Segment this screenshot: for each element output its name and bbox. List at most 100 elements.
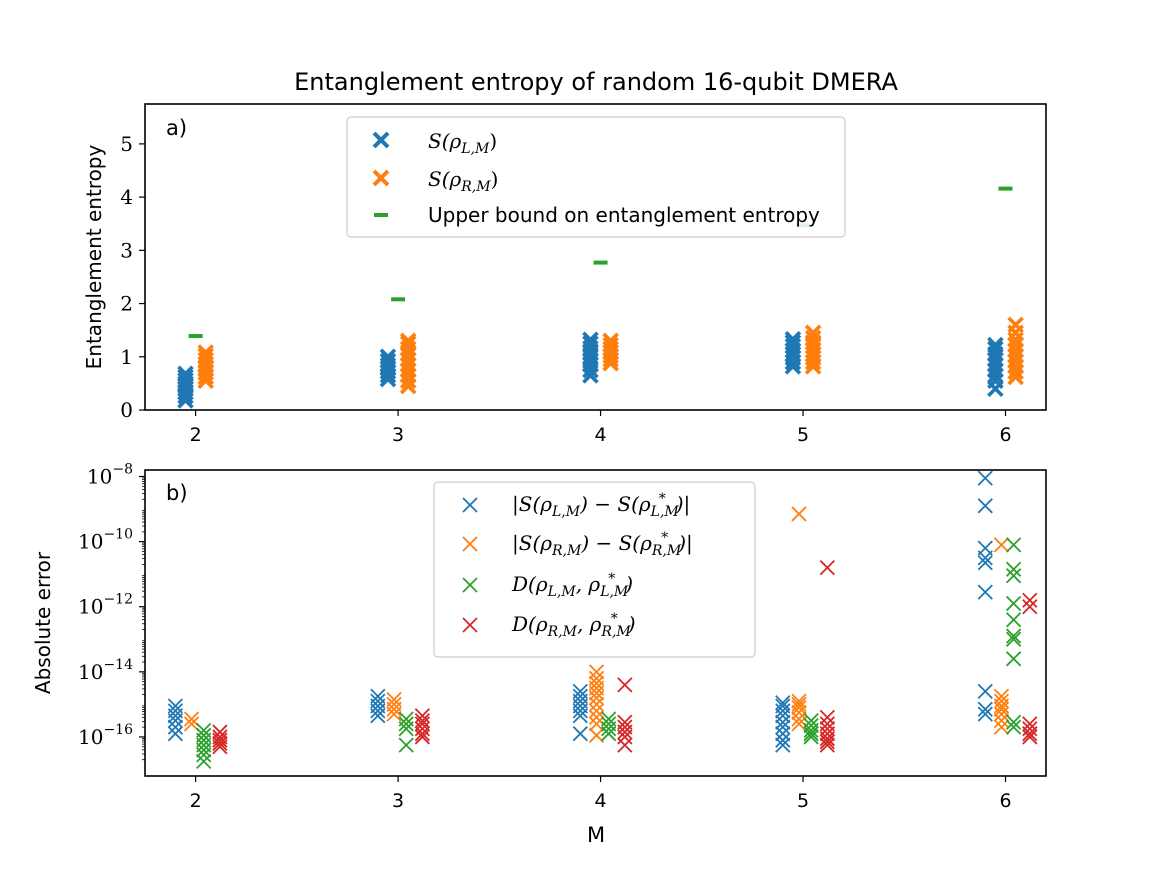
- legend-marker-blue: [372, 131, 390, 149]
- entropy-point-blue: [379, 348, 397, 366]
- error-point-red: [212, 732, 228, 748]
- error-point-orange: [588, 690, 605, 706]
- error-point-blue: [977, 701, 993, 717]
- panel-b-xtick-label: 4: [595, 790, 607, 812]
- error-point-blue: [977, 555, 993, 571]
- legend-d-right-marker: [462, 617, 478, 633]
- error-point-blue: [775, 719, 791, 735]
- legend-upper-bound: Upper bound on entanglement entropy: [428, 203, 820, 227]
- error-point-blue: [572, 708, 588, 724]
- panel-a-marks: [177, 186, 1024, 409]
- error-point-orange: [386, 701, 402, 717]
- error-point-green: [1005, 651, 1022, 667]
- legend-s-diff-left: |S(ρL,M) − S(ρL,M*)|: [512, 491, 690, 520]
- error-point-orange: [588, 685, 605, 701]
- error-point-green: [601, 726, 617, 742]
- panel-b-ytick-label: 10−12: [78, 592, 133, 619]
- panel-a-frame: [144, 103, 1047, 411]
- error-point-blue: [977, 470, 993, 486]
- error-point-green: [1005, 568, 1022, 584]
- error-point-blue: [977, 683, 993, 699]
- error-point-blue: [370, 708, 386, 724]
- error-point-blue: [370, 703, 386, 719]
- panel-b-ytick-label: 10−16: [78, 722, 133, 749]
- panel-a-xtick-label: 2: [190, 424, 202, 446]
- panel-a-ytick-label: 1: [120, 345, 133, 369]
- error-point-red: [819, 560, 835, 576]
- panel-b-xtick-label: 2: [190, 790, 202, 812]
- panel-b-ticks: 2 3 4 5 6 10−8 10−10 10−12 10−14 10−16: [78, 462, 1012, 812]
- error-point-blue: [977, 706, 993, 722]
- error-point-green: [803, 729, 819, 745]
- error-point-green: [1005, 612, 1022, 628]
- panel-b-xlabel: M: [587, 823, 605, 847]
- error-point-orange: [791, 696, 807, 713]
- error-point-orange: [791, 700, 807, 716]
- panel-a-ytick-label: 2: [120, 292, 133, 316]
- error-point-blue: [775, 708, 791, 724]
- error-point-orange: [993, 719, 1010, 735]
- panel-b-xtick-label: 3: [392, 790, 404, 812]
- error-point-green: [803, 726, 819, 742]
- panel-a-ticks: 2 3 4 5 6 0 1 2 3 4 5: [120, 132, 1011, 446]
- legend-marker-orange: [372, 169, 390, 187]
- entropy-point-orange: [602, 332, 619, 350]
- panel-b-frame: [144, 469, 1047, 777]
- error-point-orange: [791, 506, 807, 522]
- error-point-red: [819, 709, 835, 726]
- panel-a-ylabel: Entanglement entropy: [82, 145, 106, 370]
- error-point-red: [819, 730, 835, 747]
- panel-b-ytick-label: 10−8: [87, 462, 133, 489]
- error-point-blue: [775, 695, 791, 711]
- error-point-blue: [775, 732, 791, 748]
- panel-b-xtick-label: 6: [999, 790, 1011, 812]
- error-point-orange: [183, 711, 200, 727]
- error-point-blue: [977, 584, 993, 600]
- error-point-green: [196, 753, 212, 769]
- entropy-point-orange: [399, 332, 417, 350]
- error-point-green: [1005, 561, 1022, 577]
- legend-s-diff-left-marker: [462, 497, 478, 513]
- panel-a-ytick-label: 3: [120, 238, 133, 262]
- error-point-blue: [167, 726, 184, 742]
- panel-a-xtick-label: 6: [999, 424, 1011, 446]
- error-point-red: [414, 729, 431, 745]
- error-point-orange: [183, 716, 200, 732]
- panel-a-label: a): [166, 116, 187, 140]
- error-point-red: [1022, 726, 1038, 742]
- error-point-blue: [775, 737, 791, 753]
- error-point-red: [617, 677, 633, 693]
- entropy-point-orange: [399, 335, 417, 352]
- entropy-point-orange: [602, 336, 619, 354]
- error-point-orange: [588, 696, 605, 713]
- error-point-green: [1005, 631, 1022, 647]
- panel-b-legend-entries: |S(ρL,M) − S(ρL,M*)| |S(ρR,M) − S(ρR,M*)|…: [462, 491, 693, 640]
- panel-a-legend-frame: [346, 116, 846, 238]
- error-point-blue: [167, 708, 184, 724]
- error-point-blue: [572, 703, 588, 719]
- error-point-green: [803, 722, 819, 739]
- legend-d-left: D(ρL,M, ρL,M*): [511, 571, 633, 600]
- panel-a-ytick-label: 4: [120, 185, 133, 209]
- error-point-blue: [977, 498, 993, 514]
- error-point-red: [414, 726, 431, 742]
- error-point-orange: [791, 693, 807, 709]
- error-point-orange: [993, 537, 1010, 553]
- error-point-green: [196, 742, 212, 758]
- legend-s-diff-right: |S(ρR,M) − S(ρR,M*)|: [512, 530, 693, 559]
- entropy-point-blue: [987, 340, 1004, 358]
- error-point-blue: [775, 714, 791, 730]
- panel-b-ytick-label: 10−14: [78, 657, 133, 684]
- error-point-green: [1005, 537, 1022, 553]
- error-point-orange: [993, 706, 1010, 722]
- entropy-point-blue: [177, 368, 194, 386]
- error-point-green: [398, 737, 414, 753]
- error-point-red: [617, 737, 633, 753]
- error-point-red: [819, 737, 835, 753]
- entropy-point-orange: [1007, 336, 1024, 354]
- error-point-red: [212, 739, 228, 755]
- error-point-green: [1005, 628, 1022, 644]
- entropy-point-blue: [177, 371, 194, 389]
